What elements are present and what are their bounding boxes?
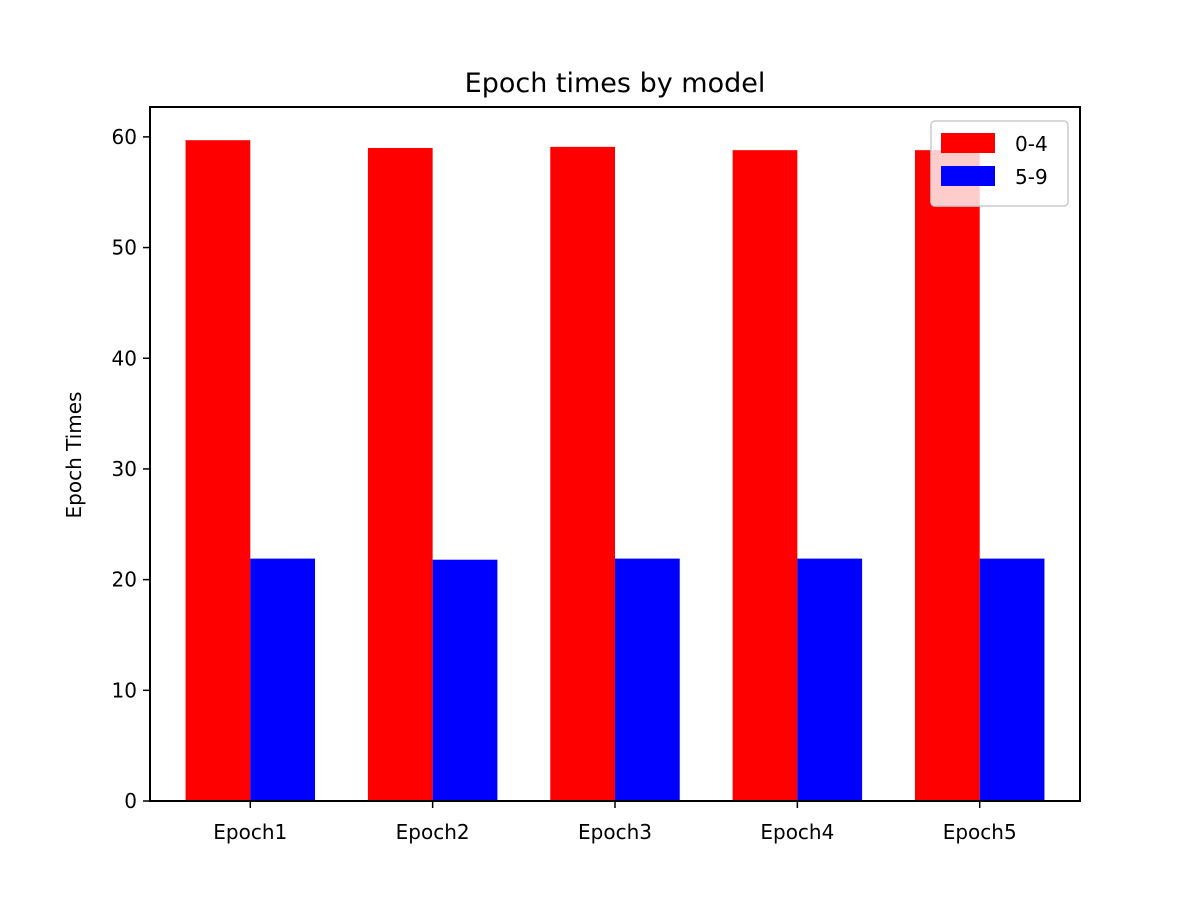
legend-label: 5-9 xyxy=(1015,165,1048,189)
legend: 0-45-9 xyxy=(930,120,1069,207)
bar-0-4-Epoch2 xyxy=(367,147,433,801)
y-tick-label: 20 xyxy=(112,568,137,592)
bar-5-9-Epoch4 xyxy=(797,558,863,801)
bar-5-9-Epoch2 xyxy=(432,559,498,801)
legend-swatch-0-4 xyxy=(941,133,995,153)
y-tick-label: 30 xyxy=(112,457,137,481)
chart-title: Epoch times by model xyxy=(465,68,766,99)
bar-0-4-Epoch5 xyxy=(914,150,980,802)
plot-area: Epoch1 Epoch2 Epoch3 Epoch4 Epoch5 0 10 20 30 40 5… xyxy=(112,106,1081,844)
y-tick-label: 50 xyxy=(112,236,137,260)
x-tick-label: Epoch4 xyxy=(760,820,834,844)
y-tick-label: 0 xyxy=(124,789,137,813)
y-tick-label: 40 xyxy=(112,346,137,370)
y-tick-label: 60 xyxy=(112,125,137,149)
y-axis-label: Epoch Times xyxy=(62,392,86,519)
bar-5-9-Epoch3 xyxy=(615,558,680,801)
bar-0-4-Epoch1 xyxy=(185,140,251,801)
axes-frame xyxy=(149,106,1081,802)
bar-0-4-Epoch3 xyxy=(550,146,615,802)
bar-5-9-Epoch5 xyxy=(979,558,1045,801)
bar-5-9-Epoch1 xyxy=(250,558,316,801)
x-tick-label: Epoch1 xyxy=(213,820,287,844)
y-tick-label: 10 xyxy=(112,678,137,702)
x-tick-label: Epoch2 xyxy=(396,820,470,844)
legend-label: 0-4 xyxy=(1015,132,1048,156)
legend-swatch-5-9 xyxy=(941,166,995,186)
x-tick-label: Epoch3 xyxy=(578,820,652,844)
x-tick-label: Epoch5 xyxy=(943,820,1017,844)
bar-0-4-Epoch4 xyxy=(732,150,798,802)
